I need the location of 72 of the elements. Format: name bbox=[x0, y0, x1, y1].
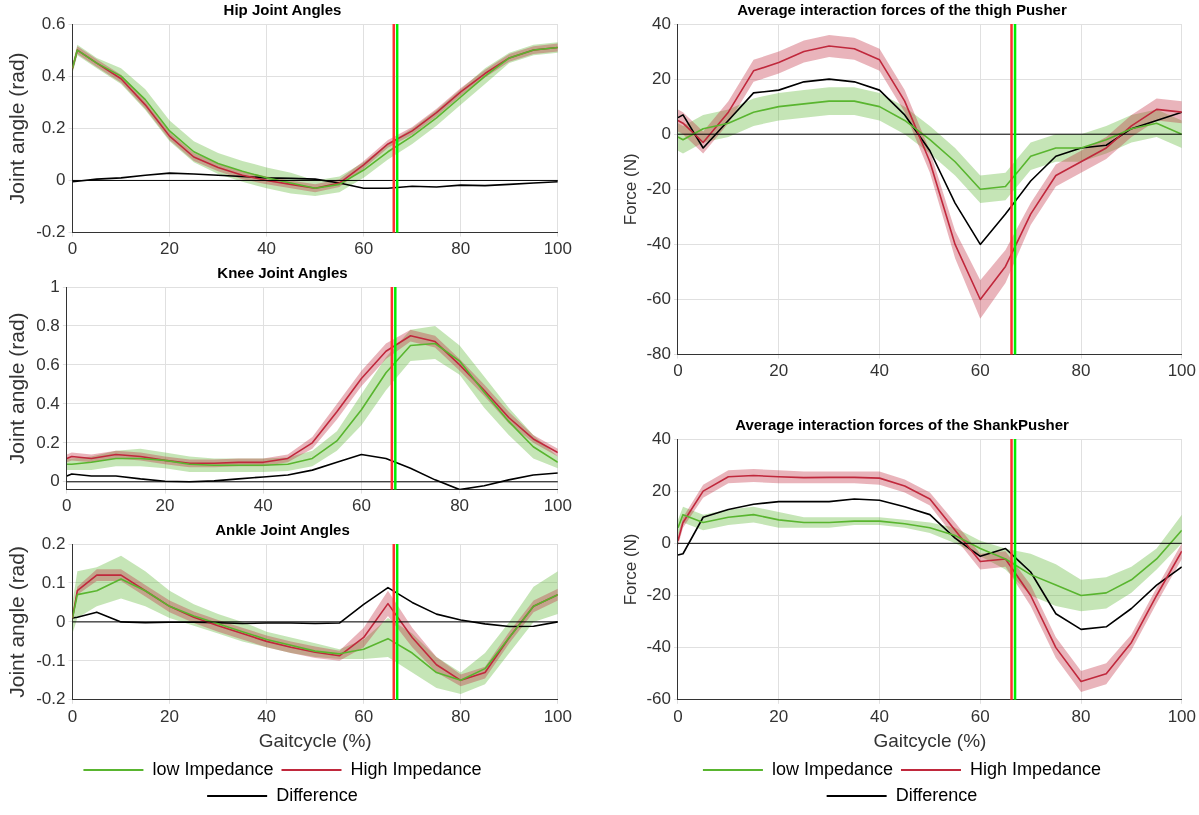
y-tick-label: -20 bbox=[646, 178, 671, 198]
y-tick-label: -40 bbox=[646, 234, 671, 254]
y-axis-title: Joint angle (rad) bbox=[5, 52, 29, 205]
legend-label: High Impedance bbox=[350, 758, 482, 779]
x-tick-label: 20 bbox=[160, 239, 180, 259]
y-tick-label: 20 bbox=[652, 68, 671, 88]
legend-label: High Impedance bbox=[969, 758, 1102, 779]
y-tick-label: 0.1 bbox=[41, 572, 66, 592]
legend-label: Difference bbox=[895, 784, 978, 805]
y-tick-label: 0.4 bbox=[41, 65, 66, 85]
y-tick-label: 0.6 bbox=[36, 354, 60, 374]
x-tick-label: 80 bbox=[450, 496, 470, 516]
y-axis-title: Joint angle (rad) bbox=[5, 312, 29, 465]
legend-label: low Impedance bbox=[152, 758, 274, 779]
x-tick-label: 60 bbox=[970, 361, 990, 381]
x-axis-title: Gaitcycle (%) bbox=[873, 729, 987, 751]
legend-label: Difference bbox=[276, 784, 358, 805]
x-tick-label: 40 bbox=[257, 239, 277, 259]
x-axis-title: Gaitcycle (%) bbox=[258, 729, 372, 751]
y-tick-label: 0 bbox=[50, 471, 60, 491]
y-axis-title: Joint angle (rad) bbox=[5, 546, 29, 698]
y-tick-label: 0.8 bbox=[36, 315, 60, 335]
x-tick-label: 80 bbox=[1071, 706, 1091, 726]
y-tick-label: 20 bbox=[652, 480, 671, 500]
x-tick-label: 20 bbox=[155, 496, 175, 516]
x-tick-label: 40 bbox=[870, 361, 889, 381]
legend-label: low Impedance bbox=[771, 758, 893, 779]
y-tick-label: -40 bbox=[646, 637, 671, 657]
x-tick-label: 60 bbox=[354, 239, 374, 259]
y-tick-label: 0.2 bbox=[41, 117, 66, 137]
x-tick-label: 20 bbox=[160, 706, 180, 726]
x-tick-label: 60 bbox=[351, 496, 371, 516]
y-tick-label: 0 bbox=[56, 611, 66, 631]
y-tick-label: 0 bbox=[661, 533, 671, 553]
y-tick-label: 0.2 bbox=[36, 432, 60, 452]
y-tick-label: 0 bbox=[56, 170, 66, 190]
x-tick-label: 60 bbox=[970, 706, 990, 726]
y-tick-label: -0.2 bbox=[36, 222, 66, 242]
x-tick-label: 60 bbox=[354, 706, 374, 726]
x-tick-label: 100 bbox=[543, 706, 573, 726]
y-tick-label: 1 bbox=[50, 276, 60, 296]
y-tick-label: 0.4 bbox=[36, 393, 60, 413]
y-tick-label: 40 bbox=[652, 13, 671, 33]
x-tick-label: 20 bbox=[769, 706, 789, 726]
y-tick-label: -20 bbox=[646, 585, 671, 605]
x-tick-label: 20 bbox=[769, 361, 789, 381]
y-tick-label: 0.6 bbox=[41, 13, 66, 33]
y-tick-label: -80 bbox=[646, 344, 671, 364]
x-tick-label: 100 bbox=[1167, 706, 1197, 726]
y-tick-label: -0.1 bbox=[36, 650, 66, 670]
y-axis-title: Force (N) bbox=[620, 153, 640, 226]
x-tick-label: 100 bbox=[543, 239, 573, 259]
y-tick-label: -60 bbox=[646, 689, 671, 709]
y-axis-title: Force (N) bbox=[620, 533, 640, 606]
x-tick-label: 40 bbox=[253, 496, 273, 516]
y-tick-label: 0 bbox=[661, 123, 671, 143]
y-tick-label: 40 bbox=[652, 428, 671, 448]
y-tick-label: -0.2 bbox=[36, 689, 66, 709]
chart-title: Ankle Joint Angles bbox=[215, 521, 350, 539]
chart-title: Average interaction forces of the thigh Pusher bbox=[737, 1, 1067, 19]
chart-title: Hip Joint Angles bbox=[223, 1, 342, 19]
y-tick-label: 0.2 bbox=[41, 533, 66, 553]
x-tick-label: 80 bbox=[451, 706, 471, 726]
x-tick-label: 40 bbox=[870, 706, 889, 726]
x-tick-label: 100 bbox=[1167, 361, 1197, 381]
chart-title: Average interaction forces of the ShankPusher bbox=[735, 416, 1070, 434]
y-tick-label: -60 bbox=[646, 289, 671, 309]
x-tick-label: 80 bbox=[451, 239, 471, 259]
chart-title: Knee Joint Angles bbox=[217, 264, 348, 282]
x-tick-label: 100 bbox=[543, 496, 573, 516]
x-tick-label: 40 bbox=[257, 706, 277, 726]
x-tick-label: 80 bbox=[1071, 361, 1091, 381]
